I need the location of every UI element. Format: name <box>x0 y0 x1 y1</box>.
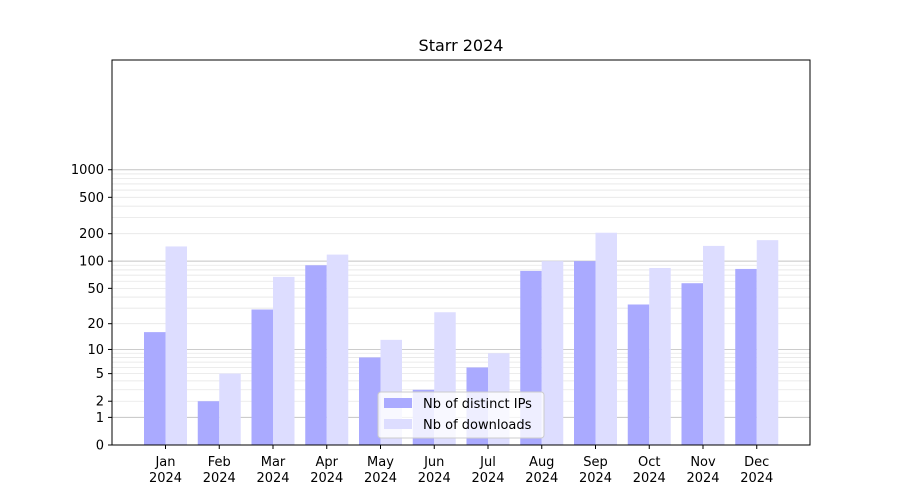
x-tick-label: May 2024 <box>364 455 397 486</box>
bar-downloads <box>273 276 295 445</box>
bar-downloads <box>326 254 349 445</box>
y-tick-label: 500 <box>79 191 104 206</box>
x-tick-label: Jun 2024 <box>418 455 451 486</box>
x-tick-label: Nov 2024 <box>686 455 719 486</box>
bar-downloads <box>165 246 187 445</box>
x-tick-label: Apr 2024 <box>310 455 343 486</box>
bar-downloads <box>595 232 617 445</box>
legend-swatch-downloads <box>384 419 412 429</box>
legend-frame <box>377 391 545 439</box>
x-tick-label: Jan 2024 <box>149 455 182 486</box>
legend: Nb of distinct IPs Nb of downloads <box>377 391 545 439</box>
bar-distinct-ips <box>144 332 166 445</box>
legend-label-ips: Nb of distinct IPs <box>423 397 532 412</box>
y-tick-label: 1000 <box>71 163 104 178</box>
bar-distinct-ips <box>305 265 327 445</box>
y-tick-label: 10 <box>87 343 104 358</box>
y-tick-label: 0 <box>96 439 104 454</box>
x-axis-ticks: Jan 2024 Feb 2024 Mar 2024 Apr 2024 May 2024 Jun 20… <box>149 445 773 486</box>
x-tick-label: Aug 2024 <box>525 455 558 486</box>
y-tick-label: 2 <box>96 395 104 410</box>
y-tick-label: 100 <box>79 255 104 270</box>
y-axis-ticks: 0 12 5 10 20 50 100 200 500 1000 <box>71 163 112 454</box>
y-tick-label: 20 <box>87 317 104 332</box>
y-tick-label: 5 <box>96 367 104 382</box>
bar-downloads <box>703 245 725 445</box>
y-tick-label: 200 <box>79 227 104 242</box>
bar-distinct-ips <box>681 283 703 445</box>
bar-distinct-ips <box>251 309 273 445</box>
bar-downloads <box>649 267 671 445</box>
x-tick-label: Feb 2024 <box>203 455 236 486</box>
legend-swatch-ips <box>384 398 412 408</box>
y-tick-label: 1 <box>96 411 104 426</box>
bar-distinct-ips <box>197 401 220 445</box>
y-tick-label: 50 <box>87 282 104 297</box>
x-tick-label: Jul 2024 <box>471 455 504 486</box>
plot-frame <box>111 59 811 446</box>
x-tick-label: Sep 2024 <box>579 455 612 486</box>
bar-distinct-ips <box>574 261 596 445</box>
bar-downloads <box>219 373 241 445</box>
chart-title: Starr 2024 <box>419 36 504 55</box>
bar-distinct-ips <box>735 268 757 445</box>
bar-distinct-ips <box>359 357 381 445</box>
bar-downloads <box>756 240 779 445</box>
x-tick-label: Dec 2024 <box>740 455 773 486</box>
bar-downloads <box>541 261 564 445</box>
bar-distinct-ips <box>627 304 650 445</box>
legend-label-downloads: Nb of downloads <box>423 418 532 433</box>
x-tick-label: Mar 2024 <box>256 455 289 486</box>
x-tick-label: Oct 2024 <box>633 455 666 486</box>
